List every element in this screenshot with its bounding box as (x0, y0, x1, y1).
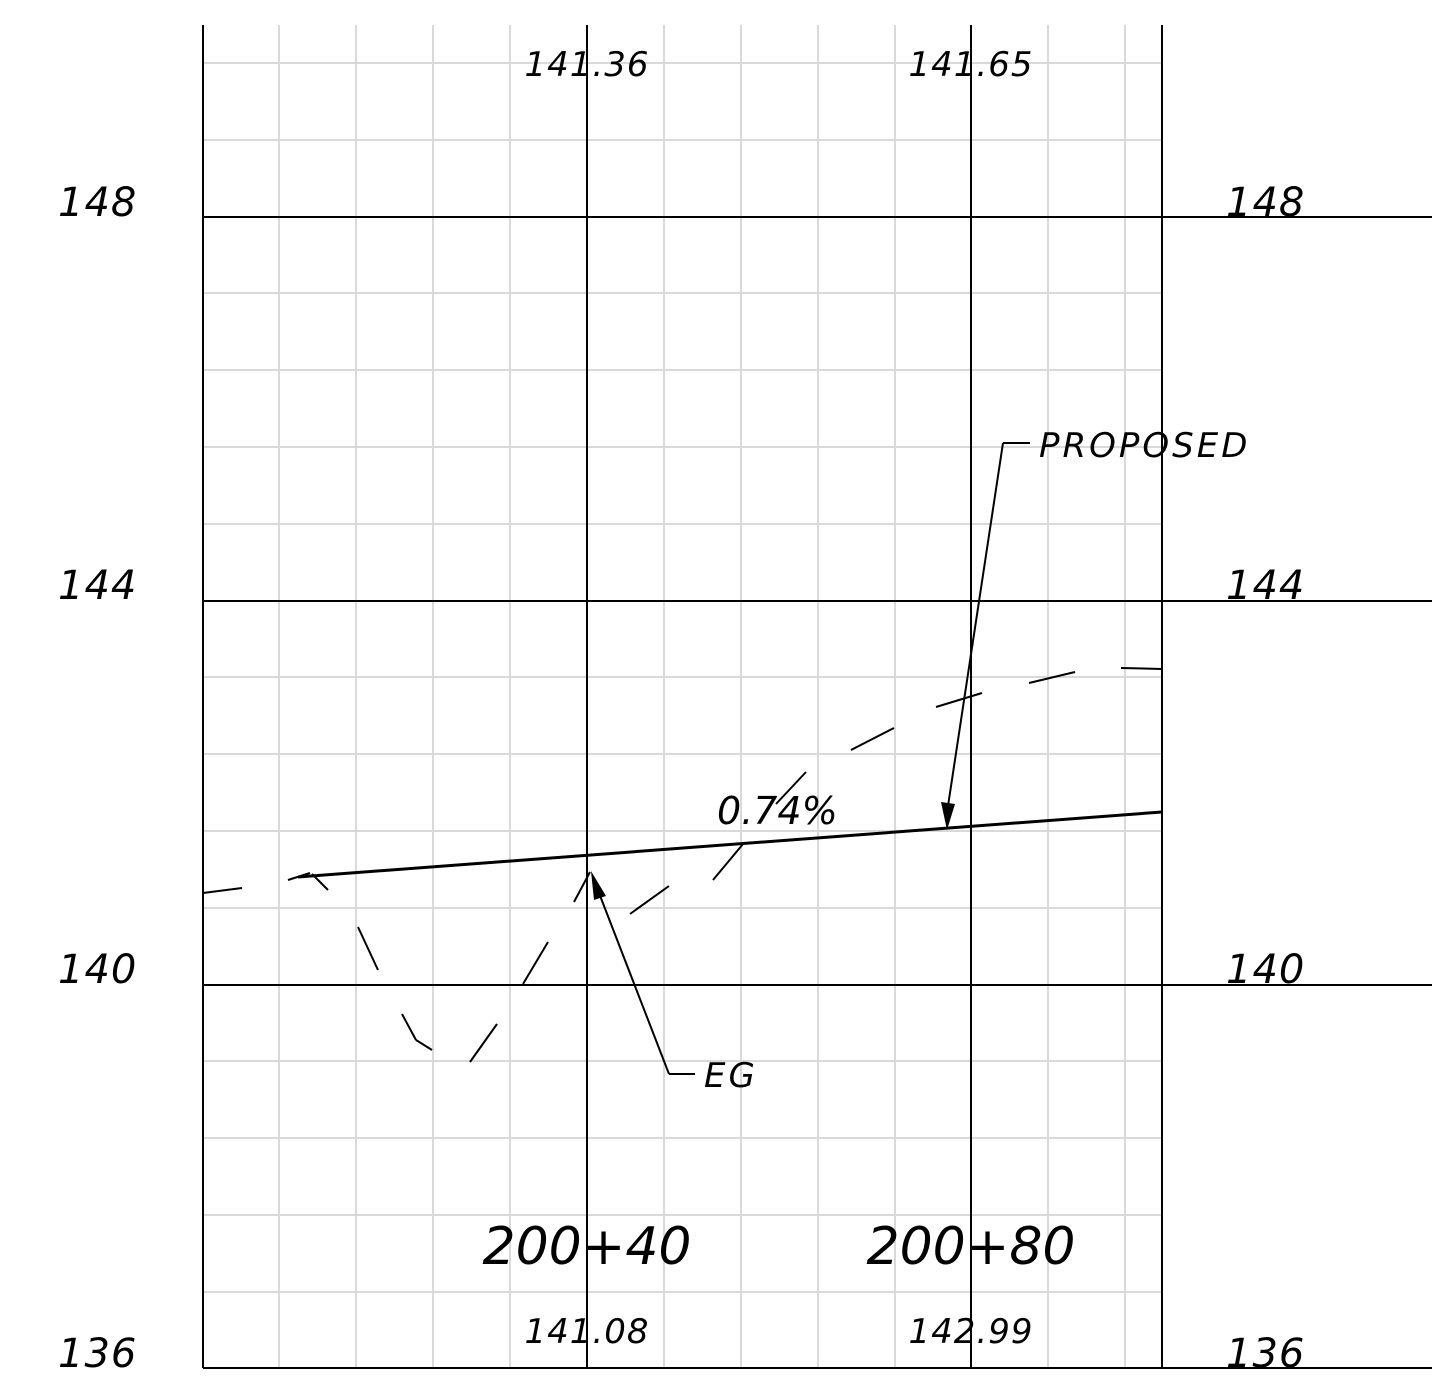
elevation-label-right: 148 (1226, 180, 1305, 226)
station-label: 200+80 (867, 1217, 1076, 1277)
elevation-label-right: 136 (1226, 1331, 1305, 1377)
elevation-label-left: 148 (58, 180, 137, 226)
proposed-arrowhead (941, 802, 955, 830)
station-top-value: 141.65 (909, 45, 1034, 85)
elevation-label-right: 144 (1226, 563, 1305, 609)
proposed-label: PROPOSED (1039, 426, 1250, 466)
elevation-label-left: 136 (58, 1331, 137, 1377)
elevation-label-right: 140 (1226, 947, 1305, 993)
station-label: 200+40 (483, 1217, 692, 1277)
minor-grid (203, 25, 1162, 1368)
station-bottom-value: 142.99 (909, 1312, 1034, 1352)
grade-label: 0.74% (717, 789, 838, 833)
eg-arrowhead (591, 871, 606, 900)
proposed-grade-line (297, 810, 1163, 879)
elevation-label-left: 140 (58, 947, 137, 993)
station-bottom-value: 141.08 (525, 1312, 650, 1352)
elevation-label-left: 144 (58, 563, 137, 609)
proposed-leader (947, 442, 1030, 807)
eg-label: EG (704, 1056, 758, 1096)
station-top-value: 141.36 (525, 45, 650, 85)
eg-leader (598, 892, 695, 1075)
existing-ground-line (202, 667, 1163, 1063)
